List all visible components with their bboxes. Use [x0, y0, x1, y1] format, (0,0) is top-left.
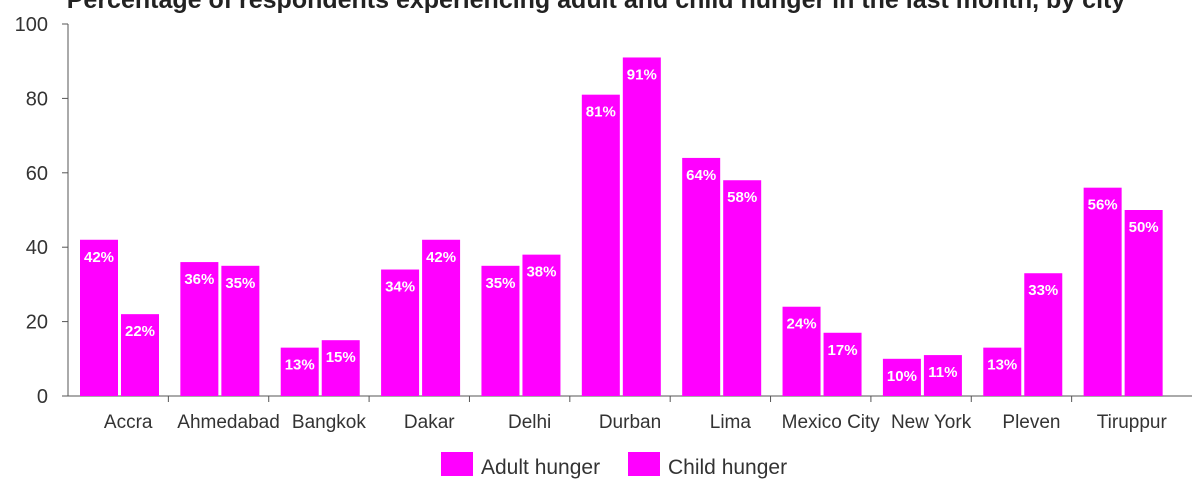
bar-child — [121, 314, 159, 396]
data-label: 10% — [887, 368, 917, 385]
data-label: 22% — [125, 323, 155, 340]
data-label: 11% — [928, 364, 957, 381]
data-label: 50% — [1129, 219, 1159, 236]
data-label: 13% — [987, 357, 1017, 374]
bar-child — [1024, 273, 1063, 396]
legend-swatch-child — [628, 452, 660, 476]
data-label: 13% — [285, 357, 315, 374]
data-label: 81% — [586, 104, 616, 121]
data-label: 56% — [1088, 197, 1118, 214]
bar-adult — [882, 358, 921, 396]
bar-child — [723, 180, 762, 396]
data-label: 24% — [787, 316, 817, 333]
bar-adult — [481, 265, 520, 396]
legend-swatch-adult — [441, 452, 473, 476]
data-label: 91% — [627, 66, 657, 83]
bar-child — [321, 340, 360, 396]
x-tick-label: New York — [891, 412, 972, 433]
bar-adult — [983, 347, 1022, 396]
bar-child — [221, 265, 260, 396]
bar-adult — [80, 239, 118, 396]
bar-adult — [381, 269, 420, 396]
bar-child — [522, 254, 561, 396]
legend-label: Child hunger — [668, 456, 787, 479]
y-tick-label: 20 — [26, 312, 48, 334]
x-tick-label: Delhi — [508, 412, 551, 433]
bar-child — [622, 57, 661, 396]
y-tick-label: 0 — [37, 386, 48, 408]
data-label: 42% — [426, 249, 456, 266]
bar-adult — [581, 94, 620, 397]
data-label: 58% — [727, 189, 757, 206]
bar-adult — [180, 262, 219, 396]
x-tick-label: Lima — [710, 412, 752, 433]
x-tick-label: Pleven — [1002, 412, 1060, 433]
data-label: 42% — [84, 249, 114, 266]
x-tick-label: Bangkok — [292, 412, 366, 433]
bar-child — [422, 239, 461, 396]
y-tick-label: 80 — [26, 88, 48, 110]
x-tick-label: Tiruppur — [1097, 412, 1168, 433]
x-tick-label: Dakar — [404, 412, 455, 433]
data-label: 34% — [385, 279, 415, 296]
data-label: 35% — [225, 275, 255, 292]
x-tick-label: Accra — [104, 412, 153, 433]
y-tick-label: 60 — [26, 163, 48, 185]
y-tick-label: 100 — [15, 14, 48, 36]
data-label: 64% — [686, 167, 716, 184]
bar-child — [923, 355, 962, 396]
data-label: 17% — [828, 342, 858, 359]
bar-adult — [682, 157, 721, 396]
data-label: 38% — [526, 264, 556, 281]
data-label: 15% — [326, 349, 356, 366]
data-label: 33% — [1028, 282, 1058, 299]
x-tick-label: Durban — [599, 412, 661, 433]
legend-label: Adult hunger — [481, 456, 600, 479]
bar-child — [823, 332, 862, 396]
x-tick-label: Ahmedabad — [177, 412, 279, 433]
data-label: 35% — [485, 275, 515, 292]
bar-adult — [782, 306, 821, 396]
bar-child — [1124, 210, 1163, 396]
data-label: 36% — [184, 271, 214, 288]
bar-adult — [1083, 187, 1122, 396]
y-tick-label: 40 — [26, 237, 48, 259]
bar-adult — [280, 347, 319, 396]
x-tick-label: Mexico City — [782, 412, 881, 433]
chart-title: Percentage of respondents experiencing a… — [66, 0, 1126, 14]
